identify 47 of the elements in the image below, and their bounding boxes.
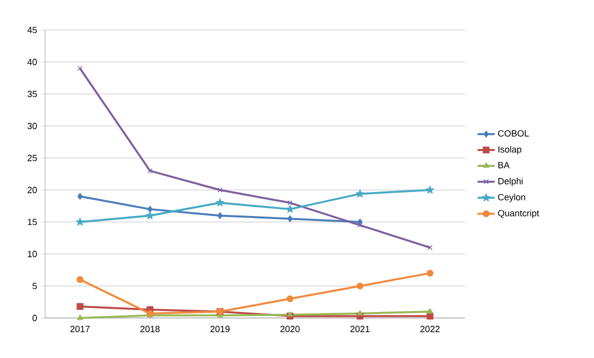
- point: [76, 276, 84, 283]
- point: [426, 312, 434, 320]
- point: [426, 186, 434, 194]
- legend-label: Delphi: [498, 178, 523, 186]
- point: [426, 270, 434, 277]
- x-tick-label: 2018: [140, 326, 160, 332]
- point: [287, 200, 293, 206]
- point: [427, 308, 433, 314]
- point: [286, 295, 294, 302]
- y-tick-label: 35: [28, 90, 37, 98]
- legend-label: Isolap: [498, 146, 522, 154]
- y-tick-label: 40: [27, 58, 37, 66]
- point: [76, 218, 84, 226]
- point: [216, 198, 224, 206]
- point: [76, 303, 84, 310]
- y-tick-label: 10: [28, 250, 37, 258]
- x-tick-label: 2022: [420, 326, 440, 332]
- point: [77, 314, 84, 320]
- point: [147, 168, 153, 174]
- x-tick-label: 2020: [280, 326, 300, 332]
- legend-label: COBOL: [498, 130, 529, 137]
- x-tick-label: 2019: [210, 326, 230, 332]
- y-tick-label: 15: [28, 218, 37, 226]
- legend-label: BA: [498, 162, 510, 168]
- point: [77, 192, 83, 200]
- legend-label: Ceylon: [498, 194, 526, 202]
- point: [356, 190, 364, 198]
- x-tick-label: 2021: [350, 326, 370, 332]
- x-tick-label: 2017: [70, 326, 90, 332]
- point: [287, 311, 293, 317]
- y-tick-label: 0: [32, 314, 37, 322]
- legend-label: Quantcript: [498, 210, 540, 218]
- y-tick-label: 45: [27, 26, 37, 34]
- point: [357, 222, 363, 228]
- point: [287, 215, 293, 222]
- point: [357, 218, 363, 226]
- point: [427, 245, 433, 250]
- y-tick-label: 30: [28, 122, 37, 130]
- y-tick-label: 20: [28, 186, 37, 194]
- y-tick-label: 25: [28, 154, 37, 162]
- point: [357, 310, 363, 316]
- y-tick-label: 5: [32, 282, 37, 290]
- point: [147, 206, 153, 213]
- point: [356, 282, 364, 290]
- point: [77, 66, 83, 71]
- point: [217, 212, 223, 219]
- point: [217, 187, 223, 193]
